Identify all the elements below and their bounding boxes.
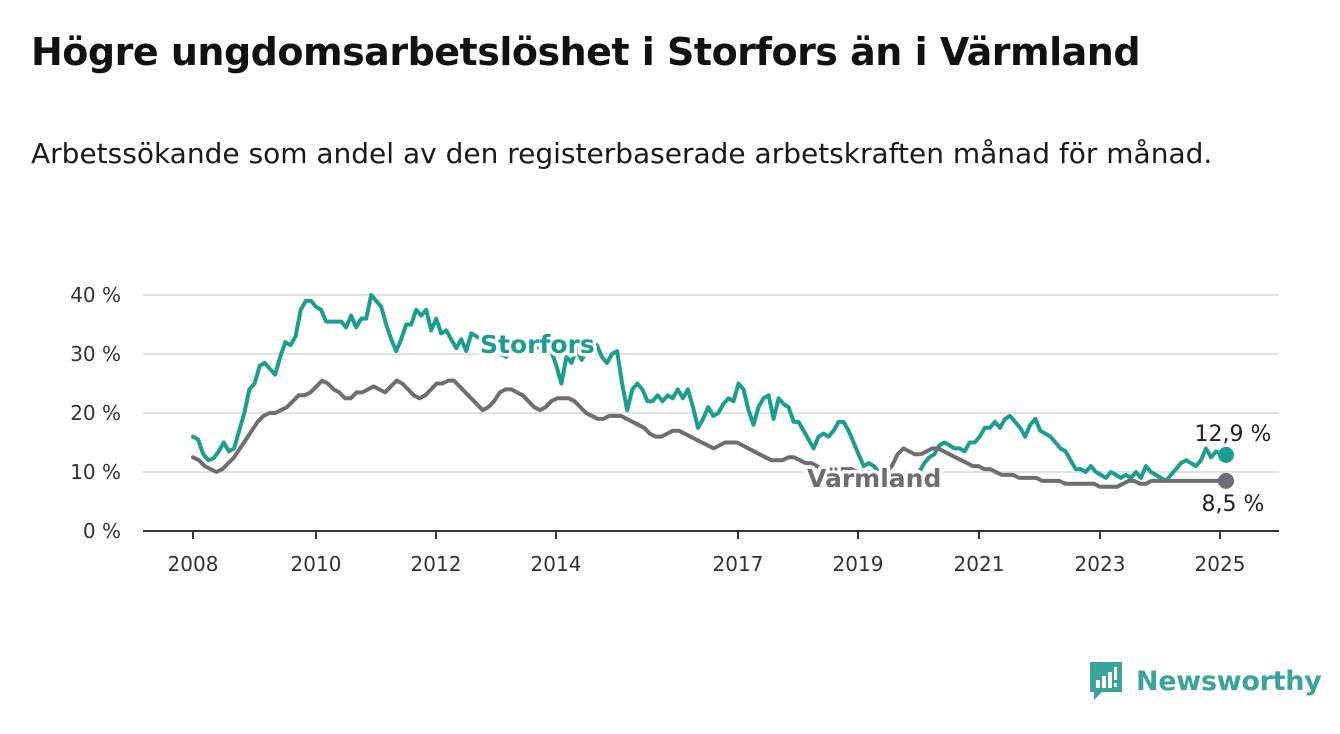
y-tick-label: 40 %: [70, 283, 121, 307]
chart-subtitle: Arbetssökande som andel av den registerb…: [31, 137, 1213, 170]
x-tick-label: 2012: [411, 552, 462, 576]
series-label-varmland: Värmland: [807, 464, 941, 493]
x-axis: 2008 2010 2012 2014 2017 2019 2021 2023 2025: [143, 530, 1279, 576]
x-tick-label: 2021: [954, 552, 1005, 576]
grid-lines: [143, 294, 1279, 473]
chart-title: Högre ungdomsarbetslöshet i Storfors än …: [31, 30, 1141, 74]
x-tick-label: 2019: [833, 552, 884, 576]
x-tick-label: 2010: [291, 552, 342, 576]
y-tick-label: 0 %: [83, 519, 121, 543]
series-labels: 12,9 % 8,5 % Storfors Värmland: [477, 327, 1274, 520]
x-tick-label: 2008: [168, 552, 219, 576]
y-tick-label: 10 %: [70, 460, 121, 484]
x-tick-label: 2017: [713, 552, 764, 576]
brand-name: Newsworthy: [1136, 665, 1322, 697]
y-tick-label: 20 %: [70, 401, 121, 425]
y-axis-labels: 0 % 10 % 20 % 30 % 40 %: [70, 283, 121, 543]
newsworthy-logo-icon: [1090, 662, 1122, 700]
series-end-marker: [1218, 472, 1234, 489]
series-end-label: 8,5 %: [1202, 492, 1265, 517]
series-label-storfors: Storfors: [480, 330, 595, 359]
x-tick-label: 2014: [531, 552, 582, 576]
line-chart: 0 % 10 % 20 % 30 % 40 % 2008 2010 2012 2014 2017…: [70, 283, 1279, 576]
series-line-storfors: [191, 293, 1228, 486]
y-tick-label: 30 %: [70, 342, 121, 366]
newsworthy-logo: Newsworthy: [1088, 660, 1322, 702]
series-lines: [191, 293, 1234, 489]
x-tick-label: 2023: [1075, 552, 1126, 576]
series-end-label: 12,9 %: [1195, 422, 1272, 447]
x-tick-label: 2025: [1195, 552, 1246, 576]
series-line-varmland: [191, 378, 1228, 489]
series-end-marker: [1218, 446, 1234, 463]
